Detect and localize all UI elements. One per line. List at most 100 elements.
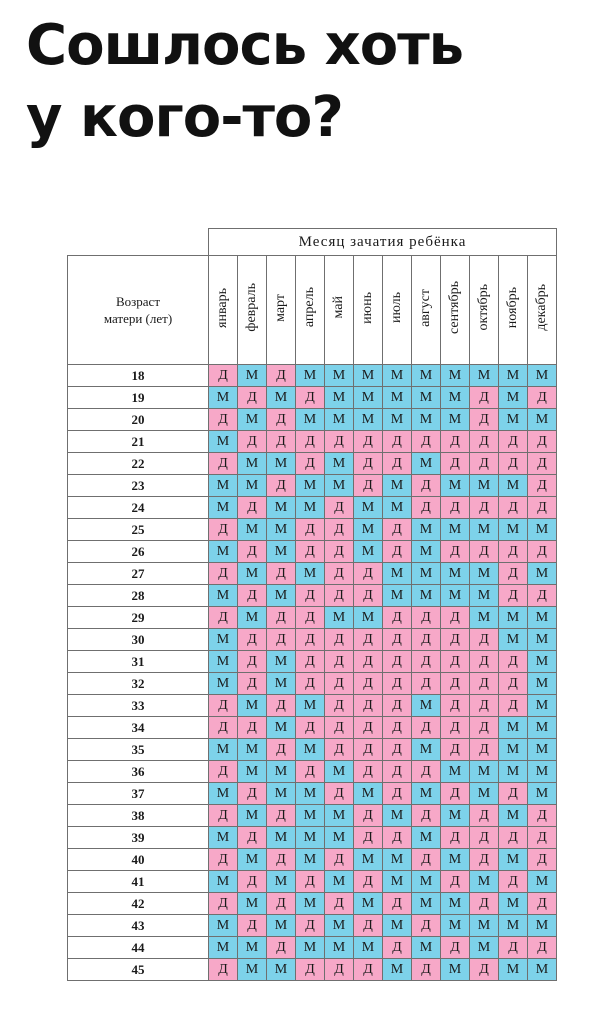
gender-cell: Д [266,804,296,827]
gender-cell: Д [411,628,441,651]
gender-cell: Д [440,672,470,695]
gender-cell: Д [295,716,325,739]
age-cell: 20 [67,408,209,431]
gender-cell: М [266,782,296,805]
gender-cell: М [411,584,441,607]
age-cell: 28 [67,584,209,607]
table-row: 45 Д М М Д Д Д М Д М Д М М [67,958,557,981]
age-cell: 42 [67,892,209,915]
month-header-row: Возраст матери (лет) январь февраль март ап… [67,255,557,365]
gender-cell: М [498,606,528,629]
gender-cell: М [208,914,238,937]
month-label: май [331,296,346,319]
age-header-line-1: Возраст [115,294,161,309]
gender-cell: Д [440,782,470,805]
gender-cell: Д [208,958,238,981]
gender-cell: Д [382,716,412,739]
gender-cell: Д [498,672,528,695]
gender-cell: М [353,606,383,629]
gender-cell: М [208,650,238,673]
gender-cell: М [498,848,528,871]
gender-cell: Д [353,826,383,849]
gender-cell: М [266,518,296,541]
gender-cell: Д [527,848,557,871]
gender-cell: Д [440,650,470,673]
gender-cell: М [295,782,325,805]
headline-line-1: Сошлось хоть [26,13,464,78]
gender-cell: М [266,386,296,409]
gender-cell: М [469,474,499,497]
gender-cell: Д [353,474,383,497]
gender-cell: М [324,408,354,431]
gender-cell: Д [266,848,296,871]
gender-cell: М [237,518,267,541]
gender-cell: Д [498,562,528,585]
gender-cell: Д [266,936,296,959]
gender-cell: Д [324,738,354,761]
gender-cell: Д [324,892,354,915]
month-label: ноябрь [505,286,520,329]
gender-cell: Д [469,386,499,409]
month-label: август [418,288,433,327]
month-header: декабрь [527,255,557,365]
month-label: сентябрь [447,281,462,334]
gender-cell: Д [266,738,296,761]
gender-cell: М [527,672,557,695]
gender-cell: Д [295,606,325,629]
gender-cell: Д [208,694,238,717]
gender-cell: М [295,694,325,717]
gender-cell: М [382,804,412,827]
gender-cell: М [469,914,499,937]
gender-cell: М [266,760,296,783]
month-header: июль [382,255,412,365]
gender-cell: М [382,848,412,871]
month-header: февраль [237,255,267,365]
age-cell: 29 [67,606,209,629]
gender-cell: М [295,364,325,387]
gender-cell: М [266,672,296,695]
age-cell: 22 [67,452,209,475]
gender-cell: Д [324,694,354,717]
gender-cell: М [527,518,557,541]
table-row: 20 Д М Д М М М М М М Д М М [67,408,557,431]
gender-cell: Д [324,650,354,673]
gender-cell: Д [469,738,499,761]
age-cell: 45 [67,958,209,981]
gender-cell: Д [440,452,470,475]
gender-cell: Д [469,430,499,453]
gender-cell: М [324,760,354,783]
gender-cell: Д [295,650,325,673]
gender-cell: М [382,958,412,981]
gender-cell: Д [237,496,267,519]
gender-cell: Д [469,826,499,849]
gender-cell: М [295,496,325,519]
gender-cell: Д [353,694,383,717]
gender-cell: М [237,738,267,761]
month-label: февраль [244,283,259,332]
table-row: 39 М Д М М М Д Д М Д Д Д Д [67,826,557,849]
gender-cell: М [498,804,528,827]
gender-cell: М [353,496,383,519]
gender-cell: М [469,518,499,541]
gender-cell: М [266,914,296,937]
table-title: Месяц зачатия ребёнка [208,228,557,256]
gender-cell: М [295,848,325,871]
gender-cell: Д [498,452,528,475]
gender-cell: М [469,562,499,585]
table-row: 26 М Д М Д Д М Д М Д Д Д Д [67,540,557,563]
gender-cell: Д [266,562,296,585]
gender-cell: М [411,364,441,387]
gender-cell: М [527,782,557,805]
gender-cell: М [324,474,354,497]
month-header: апрель [295,255,325,365]
age-cell: 38 [67,804,209,827]
gender-cell: М [498,738,528,761]
age-cell: 39 [67,826,209,849]
table-row: 32 М Д М Д Д Д Д Д Д Д Д М [67,672,557,695]
gender-cell: М [411,386,441,409]
gender-cell: М [527,760,557,783]
gender-cell: М [266,496,296,519]
gender-cell: Д [469,716,499,739]
gender-cell: Д [498,430,528,453]
gender-cell: Д [353,650,383,673]
